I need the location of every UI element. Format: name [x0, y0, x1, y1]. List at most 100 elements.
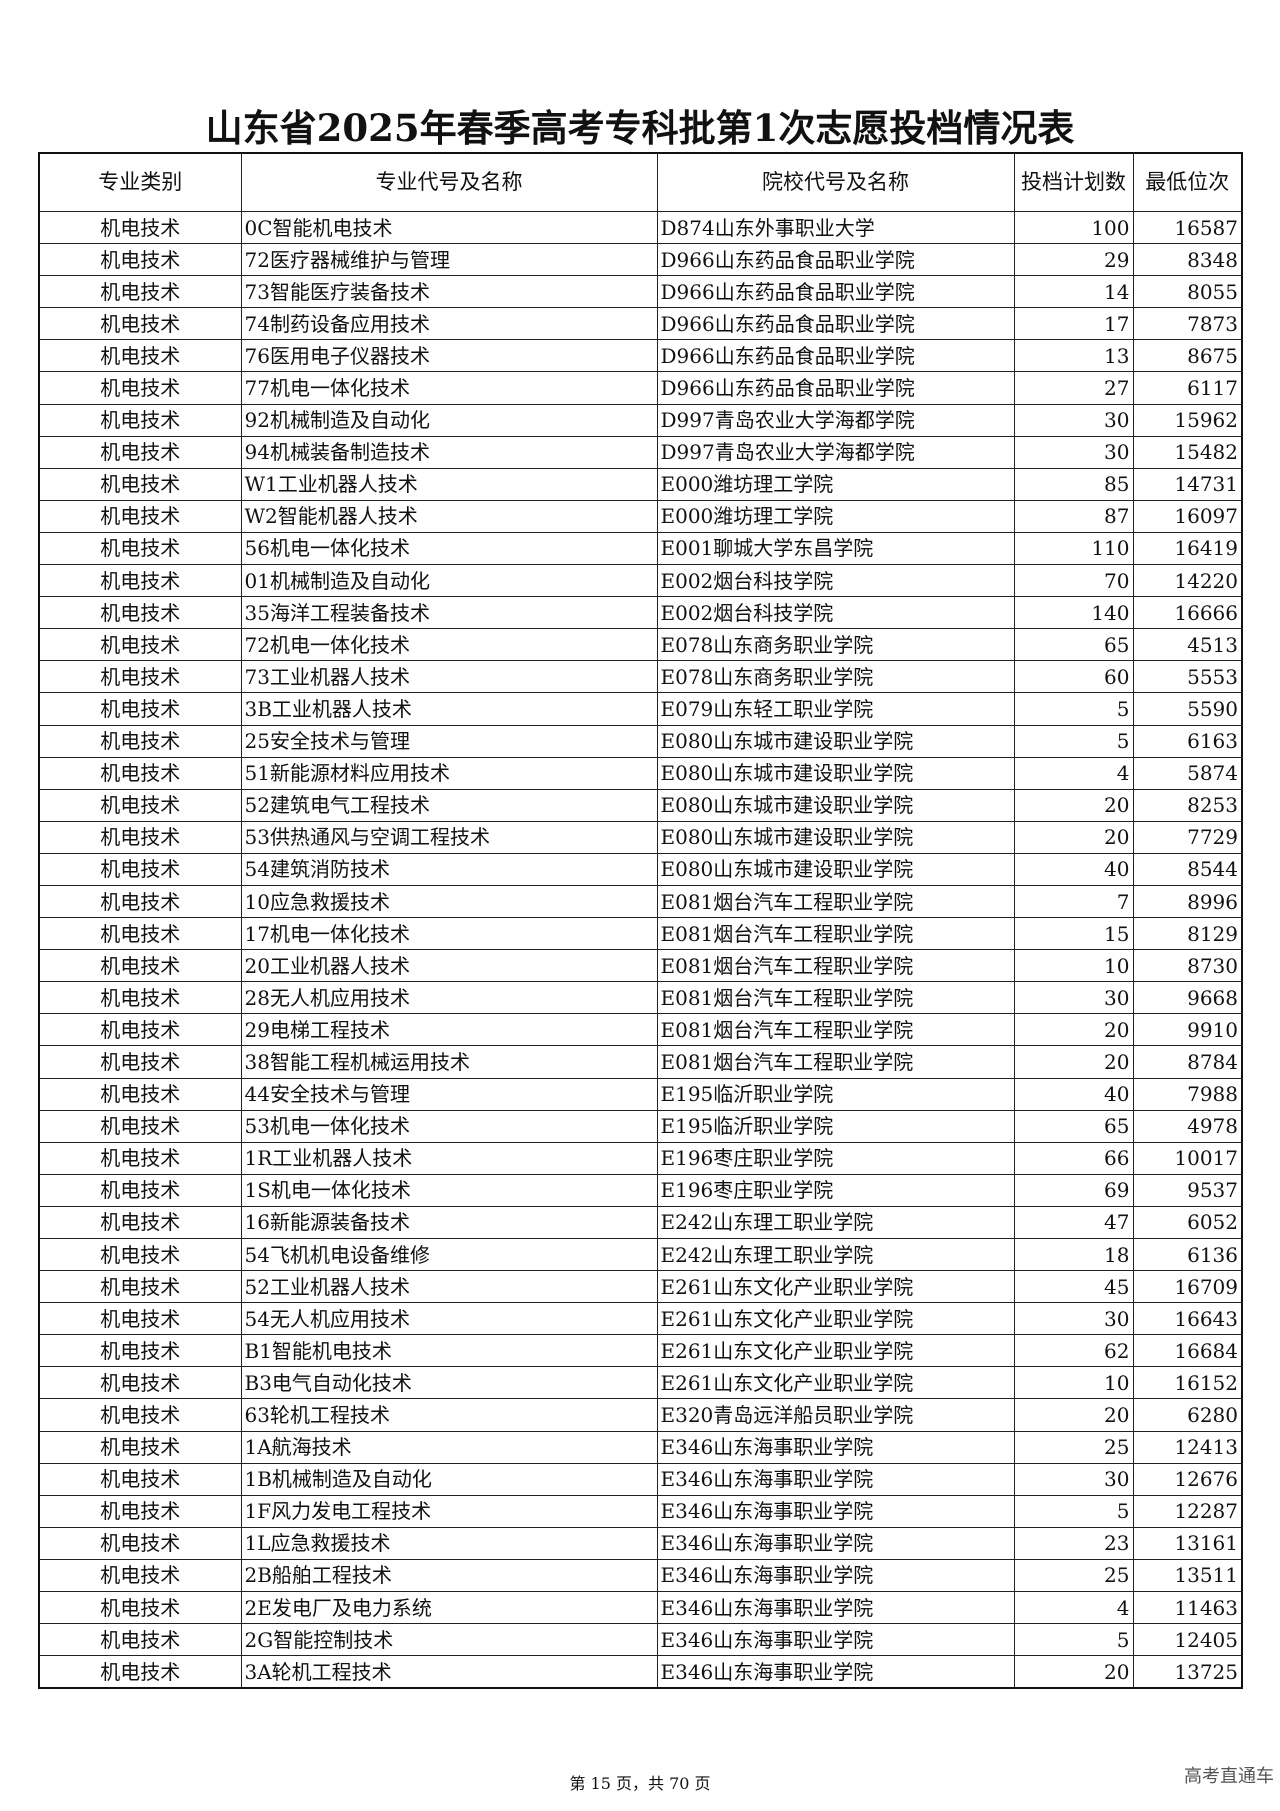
cell-plan-count: 62	[1013, 1334, 1134, 1368]
cell-min-rank: 8253	[1132, 788, 1243, 822]
cell-major: 53供热通风与空调工程技术	[240, 820, 658, 854]
cell-min-rank: 16097	[1132, 499, 1243, 533]
cell-major: 54建筑消防技术	[240, 852, 658, 886]
cell-major: 77机电一体化技术	[240, 371, 658, 405]
cell-school: E242山东理工职业学院	[656, 1205, 1015, 1240]
cell-min-rank: 14731	[1132, 467, 1243, 501]
header-major-code-name: 专业代号及名称	[240, 152, 658, 212]
cell-school: D966山东药品食品职业学院	[656, 371, 1015, 405]
cell-major-category: 机电技术	[38, 1045, 242, 1079]
cell-min-rank: 4978	[1132, 1109, 1243, 1143]
cell-school: E346山东海事职业学院	[656, 1430, 1015, 1464]
cell-major-category: 机电技术	[38, 499, 242, 533]
cell-plan-count: 5	[1013, 1494, 1134, 1528]
cell-school: E196枣庄职业学院	[656, 1173, 1015, 1207]
cell-major: 94机械装备制造技术	[240, 435, 658, 469]
cell-major-category: 机电技术	[38, 692, 242, 726]
cell-min-rank: 9910	[1132, 1013, 1243, 1047]
cell-major-category: 机电技术	[38, 1398, 242, 1432]
cell-major: 3B工业机器人技术	[240, 692, 658, 726]
cell-major-category: 机电技术	[38, 1430, 242, 1464]
cell-major-category: 机电技术	[38, 307, 242, 341]
cell-major: 53机电一体化技术	[240, 1109, 658, 1143]
table-row: 机电技术 1L应急救援技术 E346山东海事职业学院 23 13161	[38, 1526, 1243, 1560]
cell-school: E080山东城市建设职业学院	[656, 788, 1015, 822]
cell-min-rank: 15962	[1132, 403, 1243, 437]
table-row: 机电技术 W1工业机器人技术 E000潍坊理工学院 85 14731	[38, 467, 1243, 501]
cell-school: E346山东海事职业学院	[656, 1526, 1015, 1560]
cell-plan-count: 23	[1013, 1526, 1134, 1560]
cell-major: 52建筑电气工程技术	[240, 788, 658, 822]
table-row: 机电技术 63轮机工程技术 E320青岛远洋船员职业学院 20 6280	[38, 1398, 1243, 1432]
cell-major: 1A航海技术	[240, 1430, 658, 1464]
cell-major-category: 机电技术	[38, 403, 242, 437]
table-row: 机电技术 1S机电一体化技术 E196枣庄职业学院 69 9537	[38, 1173, 1243, 1207]
cell-major: 3A轮机工程技术	[240, 1655, 658, 1689]
cell-school: E000潍坊理工学院	[656, 467, 1015, 501]
cell-min-rank: 9537	[1132, 1173, 1243, 1207]
table-row: 机电技术 35海洋工程装备技术 E002烟台科技学院 140 16666	[38, 596, 1243, 630]
cell-major-category: 机电技术	[38, 1109, 242, 1143]
cell-major: 74制药设备应用技术	[240, 307, 658, 341]
cell-major: 28无人机应用技术	[240, 981, 658, 1015]
cell-school: E195临沂职业学院	[656, 1109, 1015, 1143]
table-row: 机电技术 29电梯工程技术 E081烟台汽车工程职业学院 20 9910	[38, 1013, 1243, 1047]
table-row: 机电技术 94机械装备制造技术 D997青岛农业大学海都学院 30 15482	[38, 435, 1243, 469]
cell-school: E346山东海事职业学院	[656, 1623, 1015, 1657]
cell-plan-count: 25	[1013, 1430, 1134, 1464]
cell-major-category: 机电技术	[38, 756, 242, 790]
cell-major: 0C智能机电技术	[240, 210, 658, 245]
cell-plan-count: 10	[1013, 1366, 1134, 1400]
cell-major-category: 机电技术	[38, 1591, 242, 1625]
watermark: 高考直通车	[1184, 1766, 1274, 1787]
cell-major: 1L应急救援技术	[240, 1526, 658, 1560]
cell-school: E080山东城市建设职业学院	[656, 756, 1015, 790]
table-row: 机电技术 77机电一体化技术 D966山东药品食品职业学院 27 6117	[38, 371, 1243, 405]
cell-major: 20工业机器人技术	[240, 949, 658, 983]
cell-min-rank: 6163	[1132, 724, 1243, 758]
cell-major: 38智能工程机械运用技术	[240, 1045, 658, 1079]
cell-plan-count: 45	[1013, 1270, 1134, 1304]
cell-min-rank: 11463	[1132, 1591, 1243, 1625]
table-row: 机电技术 73工业机器人技术 E078山东商务职业学院 60 5553	[38, 660, 1243, 694]
table-row: 机电技术 44安全技术与管理 E195临沂职业学院 40 7988	[38, 1077, 1243, 1111]
cell-major-category: 机电技术	[38, 1366, 242, 1400]
cell-plan-count: 30	[1013, 1462, 1134, 1496]
cell-min-rank: 16152	[1132, 1366, 1243, 1400]
cell-min-rank: 8996	[1132, 884, 1243, 919]
cell-school: E080山东城市建设职业学院	[656, 852, 1015, 886]
cell-major-category: 机电技术	[38, 628, 242, 662]
cell-min-rank: 6280	[1132, 1398, 1243, 1432]
cell-plan-count: 27	[1013, 371, 1134, 405]
cell-major-category: 机电技术	[38, 435, 242, 469]
cell-major: 35海洋工程装备技术	[240, 596, 658, 630]
cell-plan-count: 69	[1013, 1173, 1134, 1207]
cell-school: D966山东药品食品职业学院	[656, 243, 1015, 277]
cell-min-rank: 5553	[1132, 660, 1243, 694]
cell-major: B1智能机电技术	[240, 1334, 658, 1368]
cell-min-rank: 5874	[1132, 756, 1243, 790]
cell-min-rank: 8730	[1132, 949, 1243, 983]
page-number: 第 15 页，共 70 页	[569, 1774, 711, 1793]
table-row: 机电技术 56机电一体化技术 E001聊城大学东昌学院 110 16419	[38, 531, 1243, 566]
cell-major: 10应急救援技术	[240, 884, 658, 919]
table-row: 机电技术 74制药设备应用技术 D966山东药品食品职业学院 17 7873	[38, 307, 1243, 341]
cell-min-rank: 7988	[1132, 1077, 1243, 1111]
cell-plan-count: 25	[1013, 1558, 1134, 1593]
cell-school: E080山东城市建设职业学院	[656, 820, 1015, 854]
cell-min-rank: 16666	[1132, 596, 1243, 630]
cell-min-rank: 7729	[1132, 820, 1243, 854]
cell-major-category: 机电技术	[38, 788, 242, 822]
cell-plan-count: 10	[1013, 949, 1134, 983]
cell-min-rank: 13511	[1132, 1558, 1243, 1593]
cell-plan-count: 30	[1013, 981, 1134, 1015]
cell-min-rank: 8129	[1132, 917, 1243, 951]
cell-min-rank: 16709	[1132, 1270, 1243, 1304]
cell-plan-count: 66	[1013, 1141, 1134, 1175]
table-row: 机电技术 54建筑消防技术 E080山东城市建设职业学院 40 8544	[38, 852, 1243, 886]
cell-min-rank: 6052	[1132, 1205, 1243, 1240]
cell-plan-count: 4	[1013, 1591, 1134, 1625]
cell-major-category: 机电技术	[38, 275, 242, 309]
cell-major: 44安全技术与管理	[240, 1077, 658, 1111]
cell-school: E261山东文化产业职业学院	[656, 1366, 1015, 1400]
